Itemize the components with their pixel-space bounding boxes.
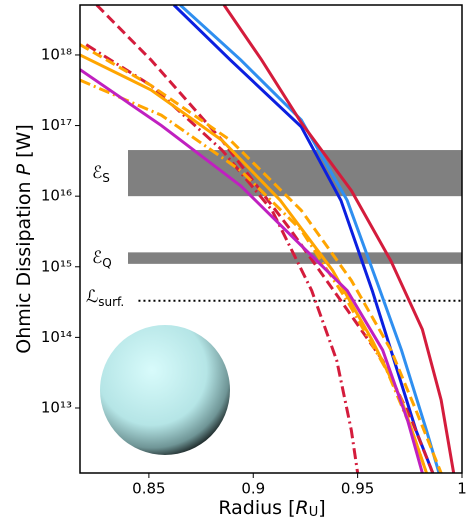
annotation-symbol: ℰ [92, 248, 102, 268]
annotation: ℰS [92, 163, 110, 185]
y-axis-label: Ohmic Dissipation P [W] [13, 124, 35, 354]
annotation: ℰQ [92, 248, 112, 270]
y-label-text: Ohmic Dissipation [13, 175, 35, 353]
line-series [179, 5, 441, 473]
annotation-sub: surf. [98, 294, 124, 308]
axes-frame [79, 4, 463, 474]
y-label-var: P [13, 163, 35, 175]
x-axis-label: Radius [RU] [218, 497, 325, 520]
line-series [80, 43, 443, 473]
line-series [80, 68, 424, 473]
line-series [95, 5, 435, 473]
y-label-unit: [W] [13, 124, 35, 164]
plot-area [80, 5, 462, 473]
planet-image [100, 325, 230, 455]
x-tick-label: 0.85 [132, 480, 165, 498]
x-label-var: R [296, 497, 309, 519]
y-tick-label: 10¹⁶ [41, 187, 72, 205]
y-tick-label: 10¹⁷ [41, 116, 72, 134]
x-label-end: ] [318, 497, 325, 519]
y-tick-label: 10¹³ [41, 398, 72, 416]
line-series [172, 5, 435, 473]
line-series [222, 5, 456, 473]
x-label-sub: U [309, 505, 319, 520]
annotation-sub: Q [102, 256, 111, 270]
annotation-symbol: ℰ [92, 163, 102, 183]
annotation-sub: S [102, 171, 110, 185]
annotation-symbol: ℒ [86, 287, 98, 307]
x-tick-label: 1 [457, 480, 466, 498]
x-tick-label: 0.95 [341, 480, 374, 498]
x-label-text: Radius [ [218, 497, 295, 519]
band [128, 150, 462, 197]
y-tick-label: 10¹⁴ [41, 328, 72, 346]
y-tick-label: 10¹⁸ [41, 45, 72, 63]
line-series [85, 43, 360, 473]
y-tick-label: 10¹⁵ [41, 257, 72, 275]
annotation: ℒsurf. [86, 287, 124, 309]
x-tick-label: 0.9 [241, 480, 265, 498]
